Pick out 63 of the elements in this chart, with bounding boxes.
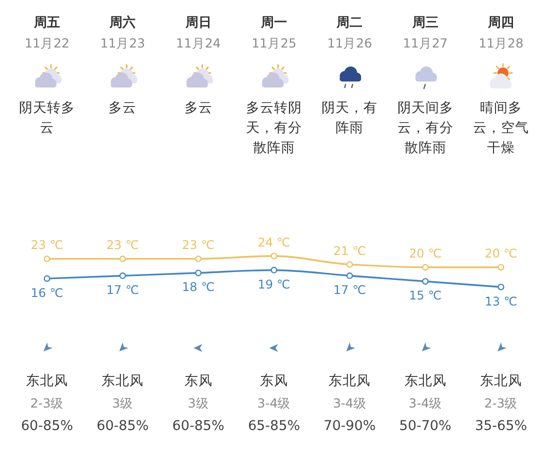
- data-label: 15 ℃: [409, 288, 442, 303]
- data-label: 17 ℃: [333, 283, 366, 298]
- text: 70-90%: [324, 417, 376, 434]
- point: [422, 264, 429, 271]
- point: [346, 261, 353, 268]
- data-label: 23 ℃: [30, 238, 64, 252]
- data-label: 17 ℃: [106, 283, 139, 298]
- text: 65-85%: [248, 417, 300, 434]
- point: [195, 256, 202, 262]
- text: 晴间多云，空气干燥: [472, 99, 530, 158]
- text: 东北风: [404, 372, 446, 390]
- point: [422, 278, 429, 285]
- point: [44, 256, 50, 262]
- text: 多云: [183, 99, 214, 118]
- data-label: 21 ℃: [333, 244, 366, 258]
- x-tick-label: 周五 11月22: [24, 16, 70, 50]
- text: 阴天转多云: [18, 99, 76, 138]
- text: 3级: [188, 396, 209, 410]
- text: 东北风: [480, 372, 522, 390]
- text: 东风: [260, 372, 288, 390]
- data-label: 24 ℃: [258, 235, 290, 250]
- data-label: 18 ℃: [182, 280, 215, 294]
- text: 多云转阴天，有分散阵雨: [245, 99, 303, 158]
- x-tick-label: 周三 11月27: [402, 16, 448, 50]
- data-label: 23 ℃: [106, 238, 139, 252]
- text: 3-4级: [408, 396, 442, 410]
- text: 2-3级: [30, 396, 64, 410]
- text: 2-3级: [484, 396, 518, 410]
- point: [270, 252, 278, 260]
- point: [270, 266, 278, 274]
- point: [119, 272, 126, 280]
- x-tick-label: 周一 11月25: [252, 16, 296, 50]
- text: 35-65%: [474, 417, 528, 434]
- text: 东北风: [328, 372, 371, 390]
- x-tick-label: 周四 11月28: [478, 16, 524, 50]
- text: 东风: [184, 372, 212, 390]
- point: [119, 256, 126, 262]
- text: 60-85%: [172, 417, 224, 434]
- point: [44, 275, 50, 282]
- text: 3-4级: [332, 396, 366, 410]
- data-label: 19 ℃: [258, 277, 290, 292]
- data-label: 23 ℃: [182, 238, 215, 252]
- text: 阴天，有阵雨: [320, 99, 379, 138]
- point: [498, 284, 504, 290]
- text: 多云: [108, 99, 138, 118]
- x-tick-label: 周六 11月23: [100, 14, 146, 50]
- text: 东北风: [102, 372, 144, 390]
- x-tick-label: 周日 11月24: [176, 16, 221, 50]
- text: 3-4级: [257, 396, 291, 410]
- data-label: 20 ℃: [484, 246, 518, 261]
- text: 3级: [112, 396, 134, 410]
- data-label: 16 ℃: [30, 286, 64, 300]
- text: 60-85%: [20, 417, 74, 434]
- data-label: 13 ℃: [484, 294, 518, 308]
- text: 阴天间多云，有分散阵雨: [396, 99, 454, 158]
- text: 60-85%: [96, 417, 149, 434]
- point: [346, 272, 353, 280]
- data-label: 20 ℃: [409, 246, 442, 261]
- point: [498, 264, 504, 271]
- x-tick-label: 周二 11月26: [327, 16, 372, 50]
- text: 东北风: [26, 372, 68, 390]
- point: [195, 270, 202, 276]
- text: 50-70%: [399, 417, 452, 434]
